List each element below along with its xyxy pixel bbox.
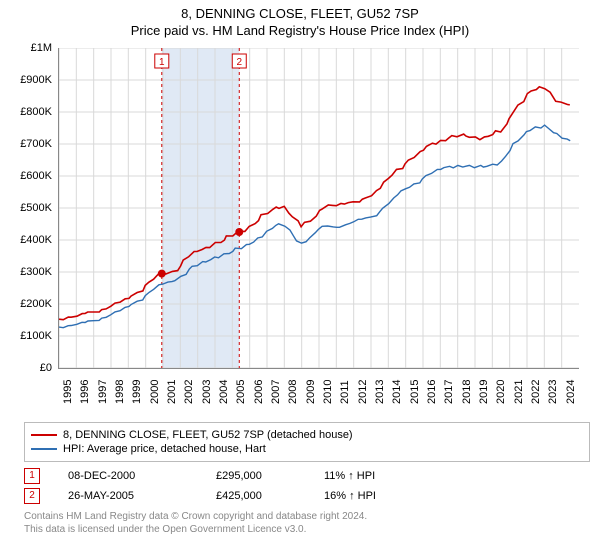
x-axis-label: 2016 bbox=[426, 380, 438, 404]
legend: 8, DENNING CLOSE, FLEET, GU52 7SP (detac… bbox=[24, 422, 590, 462]
transaction-list: 1 08-DEC-2000 £295,000 11% ↑ HPI 2 26-MAY-200… bbox=[24, 468, 590, 504]
x-axis-label: 2015 bbox=[409, 380, 421, 404]
legend-swatch bbox=[31, 434, 57, 436]
y-axis-label: £800K bbox=[2, 106, 52, 118]
transaction-row: 1 08-DEC-2000 £295,000 11% ↑ HPI bbox=[24, 468, 590, 484]
plot-svg: 12 bbox=[59, 48, 579, 368]
y-axis-label: £500K bbox=[2, 202, 52, 214]
transaction-delta: 11% ↑ HPI bbox=[324, 470, 424, 482]
x-axis-label: 2007 bbox=[270, 380, 282, 404]
x-axis-label: 1998 bbox=[114, 380, 126, 404]
x-axis-label: 2012 bbox=[357, 380, 369, 404]
svg-text:2: 2 bbox=[236, 57, 242, 68]
x-axis-label: 1999 bbox=[131, 380, 143, 404]
footer: Contains HM Land Registry data © Crown c… bbox=[24, 510, 590, 536]
x-axis-label: 2017 bbox=[443, 380, 455, 404]
y-axis-label: £400K bbox=[2, 234, 52, 246]
x-axis-label: 2003 bbox=[201, 380, 213, 404]
x-axis-label: 2002 bbox=[183, 380, 195, 404]
x-axis-label: 2004 bbox=[218, 380, 230, 404]
legend-label: 8, DENNING CLOSE, FLEET, GU52 7SP (detac… bbox=[63, 429, 353, 441]
titles: 8, DENNING CLOSE, FLEET, GU52 7SP Price … bbox=[0, 0, 600, 38]
x-axis-label: 2014 bbox=[391, 380, 403, 404]
y-axis-label: £600K bbox=[2, 170, 52, 182]
legend-swatch bbox=[31, 448, 57, 450]
transaction-row: 2 26-MAY-2005 £425,000 16% ↑ HPI bbox=[24, 488, 590, 504]
x-axis-label: 2000 bbox=[149, 380, 161, 404]
x-axis-label: 2011 bbox=[339, 380, 351, 404]
x-axis-label: 2024 bbox=[565, 380, 577, 404]
x-axis-label: 1995 bbox=[62, 380, 74, 404]
title-sub: Price paid vs. HM Land Registry's House … bbox=[0, 23, 600, 38]
legend-label: HPI: Average price, detached house, Hart bbox=[63, 443, 266, 455]
x-axis-label: 1997 bbox=[97, 380, 109, 404]
legend-item: 8, DENNING CLOSE, FLEET, GU52 7SP (detac… bbox=[31, 429, 583, 441]
x-axis-label: 2013 bbox=[374, 380, 386, 404]
x-axis-label: 2008 bbox=[287, 380, 299, 404]
transaction-date: 08-DEC-2000 bbox=[68, 470, 188, 482]
y-axis-label: £100K bbox=[2, 330, 52, 342]
chart-area: 12 £0£100K£200K£300K£400K£500K£600K£700K… bbox=[10, 44, 590, 414]
y-axis-label: £200K bbox=[2, 298, 52, 310]
svg-text:1: 1 bbox=[159, 57, 165, 68]
x-axis-label: 2018 bbox=[461, 380, 473, 404]
x-axis-label: 2021 bbox=[513, 380, 525, 404]
x-axis-label: 2020 bbox=[495, 380, 507, 404]
y-axis-label: £0 bbox=[2, 362, 52, 374]
y-axis-label: £700K bbox=[2, 138, 52, 150]
transaction-date: 26-MAY-2005 bbox=[68, 490, 188, 502]
transaction-price: £295,000 bbox=[216, 470, 296, 482]
y-axis-label: £1M bbox=[2, 42, 52, 54]
y-axis-label: £900K bbox=[2, 74, 52, 86]
transaction-delta: 16% ↑ HPI bbox=[324, 490, 424, 502]
plot: 12 bbox=[58, 48, 579, 369]
transaction-number: 1 bbox=[24, 468, 40, 484]
y-axis-label: £300K bbox=[2, 266, 52, 278]
x-axis-label: 2022 bbox=[530, 380, 542, 404]
footer-line-2: This data is licensed under the Open Gov… bbox=[24, 523, 590, 536]
footer-line-1: Contains HM Land Registry data © Crown c… bbox=[24, 510, 590, 523]
x-axis-label: 2010 bbox=[322, 380, 334, 404]
x-axis-label: 2005 bbox=[235, 380, 247, 404]
x-axis-label: 2001 bbox=[166, 380, 178, 404]
transaction-number: 2 bbox=[24, 488, 40, 504]
x-axis-label: 2009 bbox=[305, 380, 317, 404]
x-axis-label: 2019 bbox=[478, 380, 490, 404]
chart-container: 8, DENNING CLOSE, FLEET, GU52 7SP Price … bbox=[0, 0, 600, 536]
transaction-price: £425,000 bbox=[216, 490, 296, 502]
x-axis-label: 2006 bbox=[253, 380, 265, 404]
x-axis-label: 1996 bbox=[79, 380, 91, 404]
x-axis-label: 2023 bbox=[547, 380, 559, 404]
title-main: 8, DENNING CLOSE, FLEET, GU52 7SP bbox=[0, 6, 600, 21]
legend-item: HPI: Average price, detached house, Hart bbox=[31, 443, 583, 455]
